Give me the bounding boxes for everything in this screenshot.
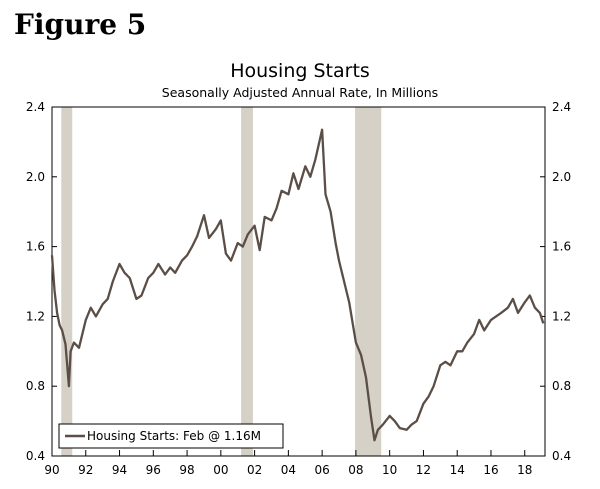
y-tick-label-left: 1.2: [26, 309, 45, 323]
y-tick-label-left: 2.0: [26, 170, 45, 184]
y-tick-label-right: 2.4: [552, 100, 571, 114]
x-tick-label: 94: [112, 463, 127, 477]
y-tick-label-left: 0.4: [26, 449, 45, 463]
recession-bands: [61, 107, 382, 456]
y-tick-label-right: 0.8: [552, 379, 571, 393]
series-line-housing-starts: [50, 128, 545, 442]
x-tick-label: 00: [213, 463, 228, 477]
recession-band-1: [61, 107, 73, 456]
x-tick-label: 10: [382, 463, 397, 477]
chart-subtitle: Seasonally Adjusted Annual Rate, In Mill…: [161, 85, 439, 100]
plot-area-frame: [51, 106, 546, 457]
chart-title: Housing Starts: [230, 60, 370, 82]
x-tick-label: 14: [450, 463, 465, 477]
x-tick-label: 08: [348, 463, 363, 477]
y-tick-label-right: 0.4: [552, 449, 571, 463]
x-tick-label: 12: [416, 463, 431, 477]
recession-band-2: [241, 107, 253, 456]
x-tick-label: 06: [314, 463, 329, 477]
recession-band-3: [355, 107, 382, 456]
y-tick-label-left: 2.4: [26, 100, 45, 114]
legend-box: [58, 423, 284, 449]
x-tick-label: 96: [146, 463, 161, 477]
y-tick-label-right: 1.6: [552, 240, 571, 254]
x-tick-label: 02: [247, 463, 262, 477]
x-tick-label: 18: [517, 463, 532, 477]
x-tick-label: 04: [281, 463, 296, 477]
axis-tick-labels: 0.4 0.4 0.8 0.8 1.2 1.2 1.6 1.6 2.0 2.0 2.4 2.4 90 92…: [26, 100, 571, 477]
x-tick-label: 90: [44, 463, 59, 477]
x-tick-label: 16: [483, 463, 498, 477]
y-tick-label-left: 0.8: [26, 379, 45, 393]
legend-label: Housing Starts: Feb @ 1.16M: [87, 429, 261, 443]
legend: Housing Starts: Feb @ 1.16M: [58, 423, 284, 449]
figure-label: Figure 5: [14, 8, 147, 41]
y-tick-label-left: 1.6: [26, 240, 45, 254]
axis-ticks: [51, 106, 545, 457]
x-tick-label: 98: [179, 463, 194, 477]
y-tick-label-right: 2.0: [552, 170, 571, 184]
y-tick-label-right: 1.2: [552, 309, 571, 323]
x-tick-label: 92: [78, 463, 93, 477]
